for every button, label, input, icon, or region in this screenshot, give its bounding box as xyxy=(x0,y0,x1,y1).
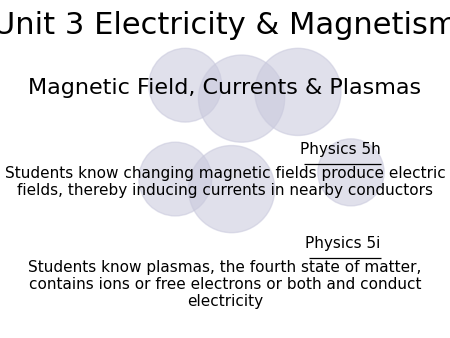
Text: Magnetic Field, Currents & Plasmas: Magnetic Field, Currents & Plasmas xyxy=(28,78,422,98)
Circle shape xyxy=(198,55,285,142)
Text: Unit 3 Electricity & Magnetism: Unit 3 Electricity & Magnetism xyxy=(0,11,450,41)
Text: Physics 5i: Physics 5i xyxy=(306,236,381,251)
Text: Physics 5h: Physics 5h xyxy=(300,142,381,157)
Text: Students know plasmas, the fourth state of matter,
contains ions or free electro: Students know plasmas, the fourth state … xyxy=(28,260,422,309)
Circle shape xyxy=(318,139,384,206)
Circle shape xyxy=(189,146,274,233)
Text: Students know changing magnetic fields produce electric
fields, thereby inducing: Students know changing magnetic fields p… xyxy=(4,166,446,198)
Circle shape xyxy=(139,142,212,216)
Circle shape xyxy=(149,48,222,122)
Circle shape xyxy=(255,48,341,136)
